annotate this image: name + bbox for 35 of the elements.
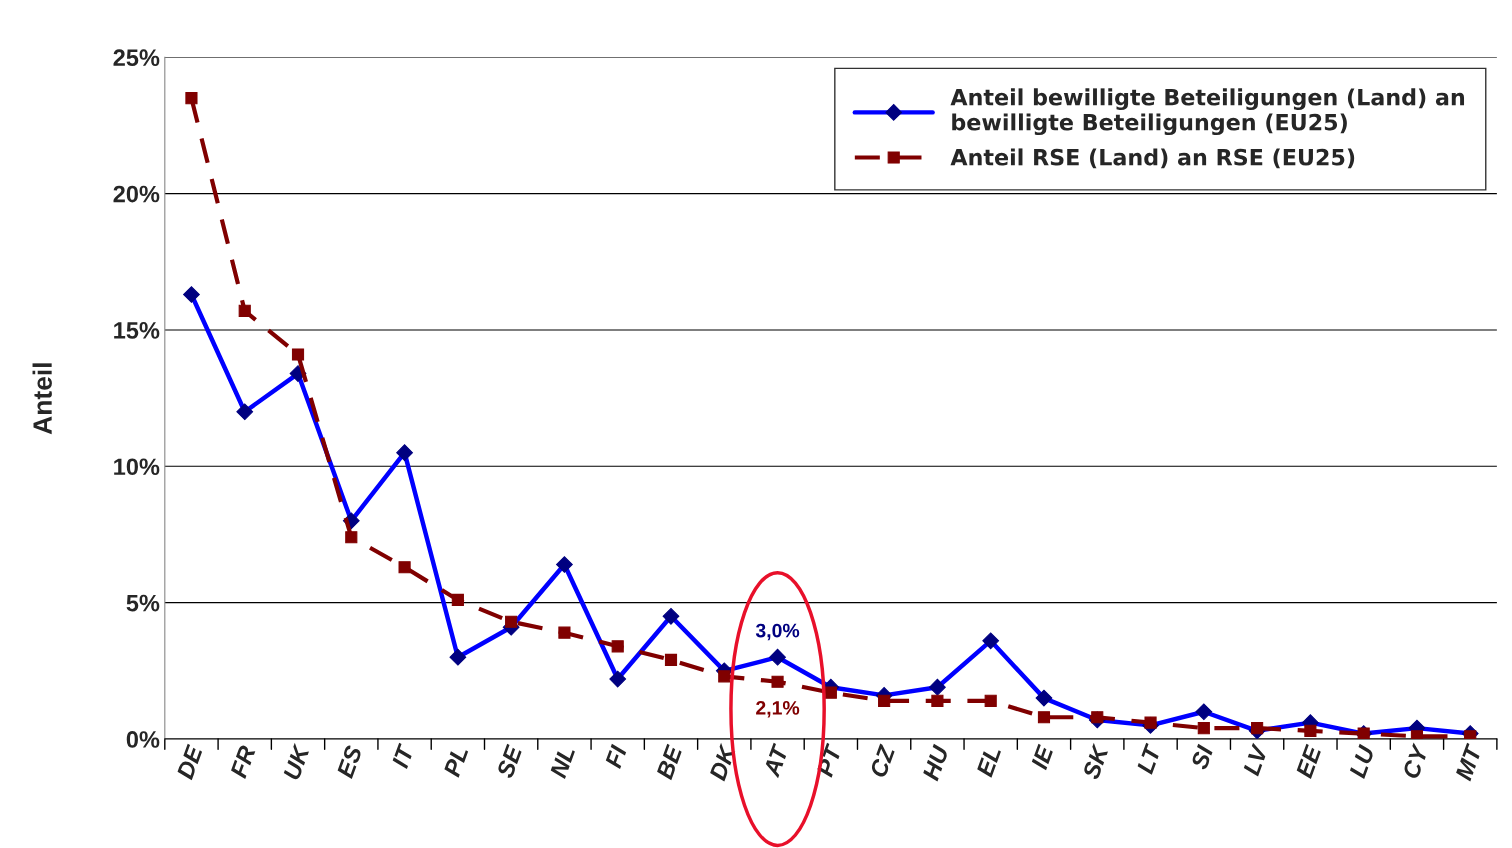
y-tick-label: 20% <box>113 185 160 203</box>
data-label: 2,1% <box>756 700 800 718</box>
x-tick-label: MT <box>1455 742 1483 782</box>
x-tick-label: IE <box>1030 743 1054 771</box>
x-tick-label: SE <box>496 743 523 780</box>
x-tick-label: SI <box>1190 743 1214 771</box>
x-tick-label: LV <box>1242 742 1269 777</box>
x-tick-label: UK <box>283 742 311 781</box>
y-tick-label: 0% <box>126 731 160 748</box>
x-tick-label: LT <box>1136 742 1162 775</box>
x-tick-label: PL <box>443 745 469 778</box>
x-tick-label: FI <box>604 743 628 770</box>
x-tick-label: DK <box>709 742 737 782</box>
x-tick-label: EE <box>1295 743 1322 779</box>
y-tick-label: 5% <box>126 594 160 612</box>
x-tick-label: CZ <box>869 743 896 779</box>
x-tick-label: CY <box>1401 742 1430 780</box>
x-tick-label: IT <box>391 742 415 770</box>
y-tick-label: 15% <box>114 322 160 339</box>
x-tick-label: SK <box>1081 742 1110 781</box>
y-tick-label: 10% <box>114 458 160 476</box>
x-tick-label: NL <box>549 745 576 779</box>
x-tick-label: HU <box>922 743 950 782</box>
x-tick-label: DE <box>176 743 203 781</box>
y-tick-label: 25% <box>113 49 160 67</box>
y-axis-title: Anteil <box>32 363 52 435</box>
x-tick-label: FR <box>229 744 256 779</box>
x-tick-label: LU <box>1348 743 1376 780</box>
x-tick-label: AT <box>762 742 789 779</box>
x-tick-label: BE <box>656 743 683 781</box>
data-label: 3,0% <box>755 623 800 641</box>
legend-label: Anteil bewilligte Beteiligungen (Land) an bewilligte Beteiligungen (EU25) <box>950 88 1465 136</box>
x-tick-label: ES <box>336 744 363 780</box>
legend-label: Anteil RSE (Land) an RSE (EU25) <box>950 148 1355 169</box>
x-tick-label: EL <box>976 745 1002 778</box>
